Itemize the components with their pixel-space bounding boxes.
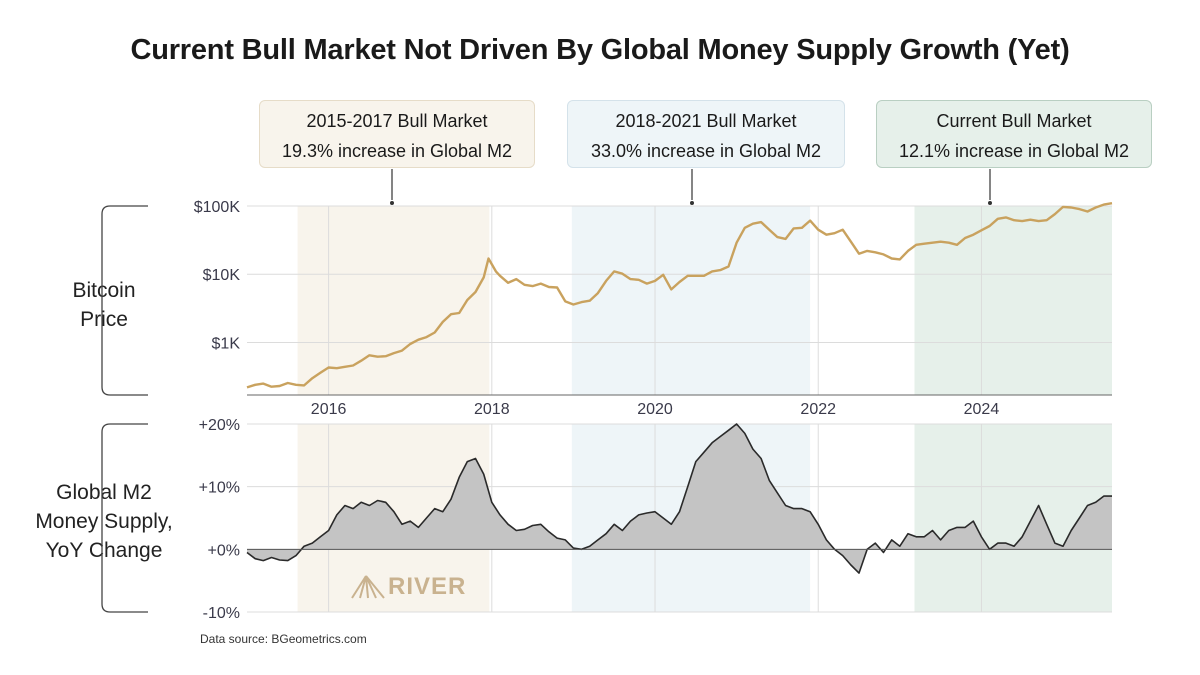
x-tick-label: 2018 — [474, 401, 510, 418]
callout-pointer-dot — [988, 201, 992, 205]
label-line: Price — [80, 308, 128, 331]
callout-pointer-dot — [390, 201, 394, 205]
data-source: Data source: BGeometrics.com — [200, 632, 367, 646]
label-line: Money Supply, — [35, 510, 173, 533]
btc-y-tick-label: $1K — [212, 335, 241, 352]
band-top-1 — [297, 206, 490, 395]
callout-title: 2015-2017 Bull Market — [306, 111, 488, 131]
x-tick-label: 2022 — [800, 401, 836, 418]
callout-subtitle: 33.0% increase in Global M2 — [590, 141, 822, 161]
callout-subtitle: 19.3% increase in Global M2 — [281, 141, 513, 161]
river-logo-text: RIVER — [388, 573, 466, 600]
m2-y-tick-label: +0% — [208, 542, 240, 559]
callout-pointers — [390, 169, 992, 205]
m2-y-tick-label: -10% — [203, 605, 240, 622]
callout-2018-2021: 2018-2021 Bull Market 33.0% increase in … — [567, 100, 845, 168]
bracket-bottom — [101, 423, 148, 613]
bracket-top — [101, 205, 148, 396]
global-m2-label: Global M2 Money Supply, YoY Change — [14, 478, 194, 565]
river-logo: RIVER — [351, 573, 466, 600]
river-mark-icon — [351, 575, 385, 599]
callout-pointer-dot — [690, 201, 694, 205]
axis-tick-labels: $1K $10K $100K -10% +0% +10% +20% 2016 2018 2020 2… — [194, 199, 1000, 622]
band-top-2 — [571, 206, 811, 395]
label-line: YoY Change — [45, 539, 163, 562]
label-line: Global M2 — [56, 481, 152, 504]
btc-price-line — [246, 202, 1113, 389]
callout-subtitle: 12.1% increase in Global M2 — [898, 141, 1130, 161]
label-line: Bitcoin — [72, 279, 136, 302]
btc-y-tick-label: $100K — [194, 199, 241, 216]
btc-y-tick-label: $10K — [203, 267, 241, 284]
m2-line — [246, 423, 1112, 574]
x-tick-label: 2016 — [311, 401, 347, 418]
callout-2015-2017: 2015-2017 Bull Market 19.3% increase in … — [259, 100, 535, 168]
btc-plot — [246, 202, 1113, 389]
band-top-3 — [914, 206, 1112, 395]
x-tick-label: 2024 — [964, 401, 1000, 418]
m2-area — [247, 424, 1112, 574]
callout-title: 2018-2021 Bull Market — [615, 111, 797, 131]
m2-y-tick-label: +20% — [199, 417, 240, 434]
m2-plot — [246, 423, 1112, 574]
chart-title: Current Bull Market Not Driven By Global… — [130, 34, 1070, 66]
callout-title: Current Bull Market — [936, 111, 1092, 131]
x-tick-label: 2020 — [637, 401, 673, 418]
m2-y-tick-label: +10% — [199, 480, 240, 497]
bitcoin-price-label: Bitcoin Price — [24, 276, 184, 334]
callout-current: Current Bull Market 12.1% increase in Gl… — [876, 100, 1152, 168]
